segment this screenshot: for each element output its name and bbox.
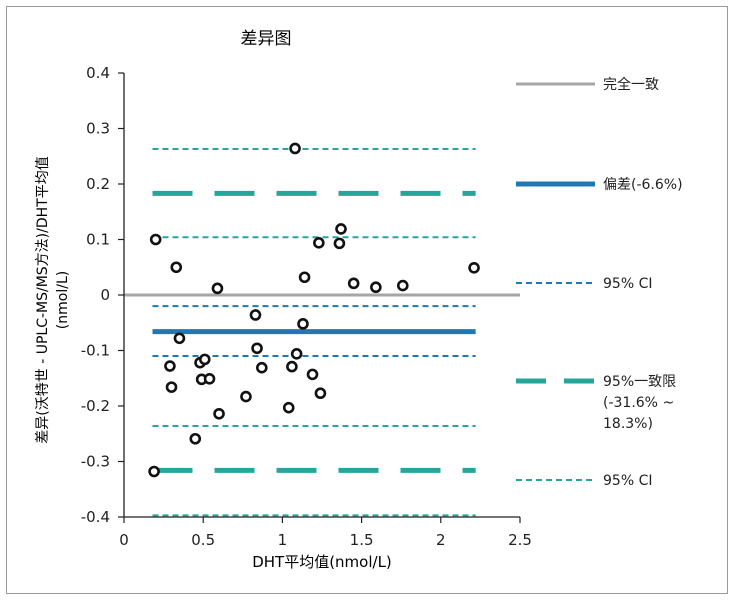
y-tick-label: -0.2 [81, 397, 110, 415]
legend-label: 95%一致限 [603, 374, 676, 390]
y-tick-label: 0.3 [86, 120, 110, 138]
data-point [468, 262, 480, 274]
data-point [396, 279, 409, 292]
y-tick-label: 0.2 [86, 175, 110, 193]
legend-label: 95% CI [603, 276, 652, 292]
legend-label: 完全一致 [603, 76, 659, 93]
y-axis-label: 差异(沃特世 - UPLC-MS/MS方法)/DHT平均值 (nmol/L) [35, 156, 71, 443]
data-point [314, 387, 327, 400]
data-point [203, 373, 216, 385]
legend-label: 95% CI [603, 473, 652, 489]
y-tick-label: 0 [100, 286, 110, 304]
data-point [347, 277, 360, 290]
data-point [306, 368, 319, 381]
data-point [282, 401, 295, 414]
data-point [170, 261, 183, 274]
legend-label: (-31.6% ~ [603, 395, 674, 411]
legend-label: 18.3%) [603, 416, 653, 432]
chart-frame [6, 6, 728, 594]
legend-label: 偏差(-6.6%) [603, 177, 683, 193]
y-tick-label: -0.4 [81, 508, 110, 526]
y-tick-label: -0.3 [81, 453, 110, 471]
data-point [173, 332, 186, 345]
chart-title: 差异图 [241, 29, 292, 49]
data-point [370, 281, 382, 294]
axes: 0.4 0.3 0.2 0.1 0 -0.1 -0.2 -0.3 -0.4 0 0.5 1 1.5 2 2.… [81, 64, 532, 549]
data-point [335, 223, 347, 235]
x-tick-label: 1.5 [350, 531, 374, 549]
x-tick-label: 0.5 [191, 531, 215, 549]
data-point [333, 237, 346, 250]
data-point [211, 282, 224, 295]
y-tick-label: -0.1 [81, 342, 110, 360]
y-tick-label: 0.4 [86, 64, 110, 82]
data-point [251, 342, 263, 355]
data-point [298, 271, 311, 284]
data-point [198, 353, 211, 366]
data-point [165, 381, 178, 393]
data-points [148, 142, 480, 478]
data-point [289, 142, 301, 155]
x-tick-label: 1 [278, 531, 288, 549]
x-tick-label: 2 [436, 531, 446, 549]
data-point [213, 407, 225, 420]
data-point [313, 237, 325, 249]
reference-lines [124, 148, 520, 517]
data-point [249, 309, 262, 321]
y-axis-label-line-2: (nmol/L) [55, 271, 71, 329]
x-axis-label: DHT平均值(nmol/L) [252, 553, 392, 571]
data-point [290, 348, 303, 360]
data-point [164, 360, 176, 372]
y-axis-label-line-1: 差异(沃特世 - UPLC-MS/MS方法)/DHT平均值 [35, 156, 51, 443]
x-tick-label: 0 [119, 531, 129, 549]
data-point [149, 233, 162, 246]
data-point [240, 390, 252, 403]
data-point [286, 360, 298, 373]
data-point [297, 318, 309, 330]
data-point [256, 361, 268, 374]
x-tick-label: 2.5 [508, 531, 532, 549]
data-point [189, 432, 202, 445]
y-tick-label: 0.1 [86, 231, 110, 249]
data-point [148, 465, 160, 478]
